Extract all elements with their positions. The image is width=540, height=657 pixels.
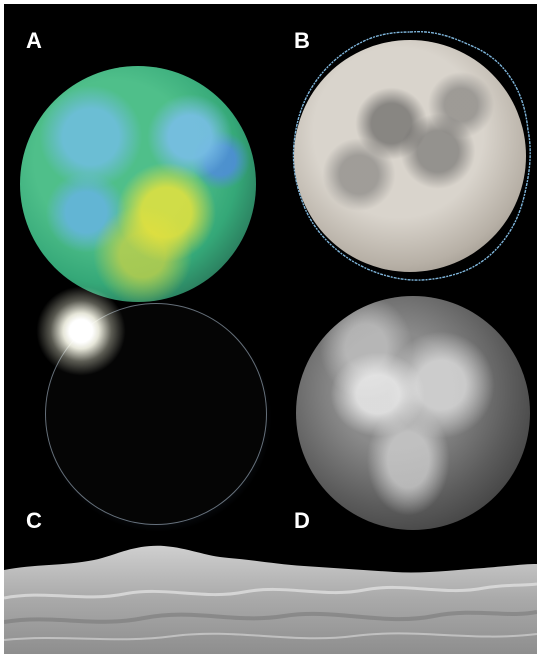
panel-label-b: B xyxy=(294,28,310,53)
moon-limb-profile-outline xyxy=(292,30,531,281)
lunar-surface-landscape xyxy=(4,545,537,654)
panel-label-d: D xyxy=(294,508,310,533)
moon-full-photo xyxy=(294,40,526,272)
earth-globe xyxy=(296,296,530,530)
figure-frame: A B C D xyxy=(4,4,537,654)
diamond-ring-flare xyxy=(36,286,126,376)
panel-label-c: C xyxy=(26,508,42,533)
moon-topographic-map xyxy=(20,66,256,302)
panel-label-a: A xyxy=(26,28,42,53)
